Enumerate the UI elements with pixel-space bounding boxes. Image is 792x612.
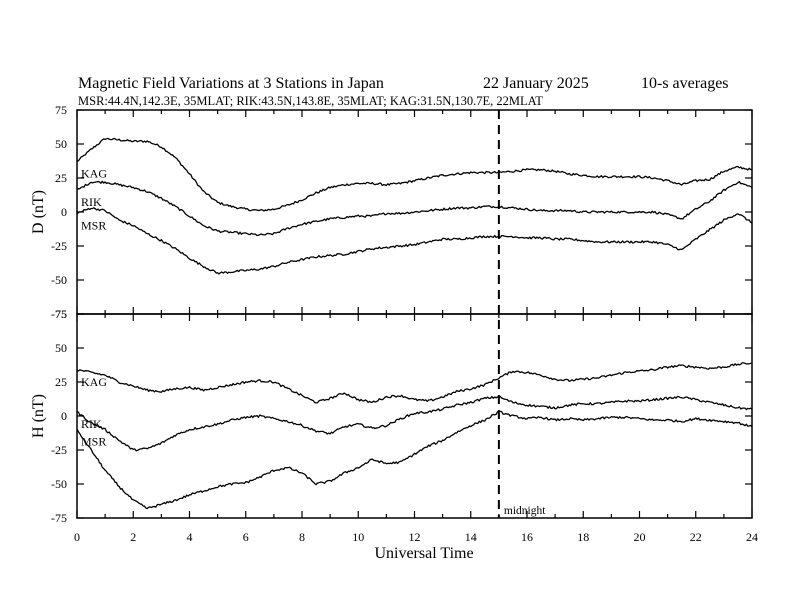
d-series-kag xyxy=(76,137,753,212)
xtick-label: 16 xyxy=(521,530,533,544)
h-ytick-label: 50 xyxy=(55,341,67,355)
stations-info: MSR:44.4N,142.3E, 35MLAT; RIK:43.5N,143.… xyxy=(78,94,543,108)
h-ytick-label: -75 xyxy=(51,511,67,525)
xtick-label: 24 xyxy=(746,530,758,544)
h-series-rik xyxy=(76,395,753,452)
chart-date: 22 January 2025 xyxy=(483,75,589,92)
h-ytick-label: 0 xyxy=(61,409,67,423)
h-ytick-label: 25 xyxy=(55,375,67,389)
d-ytick-label: 50 xyxy=(55,137,67,151)
chart-title: Magnetic Field Variations at 3 Stations … xyxy=(78,75,384,92)
xtick-label: 10 xyxy=(352,530,364,544)
d-ytick-label: -75 xyxy=(51,307,67,321)
d-series-label-kag: KAG xyxy=(81,167,107,181)
h-series-label-rik: RIK xyxy=(81,417,102,431)
d-ytick-label: 25 xyxy=(55,171,67,185)
h-series-kag xyxy=(76,362,753,404)
h-panel-ylabel: H (nT) xyxy=(30,394,47,438)
h-ytick-label: 75 xyxy=(55,307,67,321)
h-ytick-label: -50 xyxy=(51,477,67,491)
d-series-label-msr: MSR xyxy=(81,218,106,232)
x-axis-label: Universal Time xyxy=(374,545,473,562)
d-ytick-label: 0 xyxy=(61,205,67,219)
xtick-label: 0 xyxy=(74,530,80,544)
xtick-label: 14 xyxy=(465,530,477,544)
d-series-msr xyxy=(76,207,753,275)
h-series-msr xyxy=(76,410,753,510)
h-series-label-kag: KAG xyxy=(81,375,107,389)
h-ytick-label: -25 xyxy=(51,443,67,457)
xtick-label: 22 xyxy=(690,530,702,544)
midnight-label: midnight xyxy=(504,505,546,517)
h-panel-frame xyxy=(76,313,753,519)
xtick-label: 2 xyxy=(130,530,136,544)
h-series-label-msr: MSR xyxy=(81,435,106,449)
xtick-label: 4 xyxy=(187,530,193,544)
xtick-label: 12 xyxy=(409,530,421,544)
xtick-label: 20 xyxy=(634,530,646,544)
chart-averaging: 10-s averages xyxy=(641,75,729,92)
d-series-rik xyxy=(76,180,753,237)
xtick-label: 18 xyxy=(577,530,589,544)
d-panel-ylabel: D (nT) xyxy=(30,190,47,234)
xtick-label: 6 xyxy=(243,530,249,544)
d-ytick-label: -50 xyxy=(51,273,67,287)
d-ytick-label: -25 xyxy=(51,239,67,253)
xtick-label: 8 xyxy=(299,530,305,544)
d-series-label-rik: RIK xyxy=(81,195,102,209)
d-ytick-label: 75 xyxy=(55,103,67,117)
